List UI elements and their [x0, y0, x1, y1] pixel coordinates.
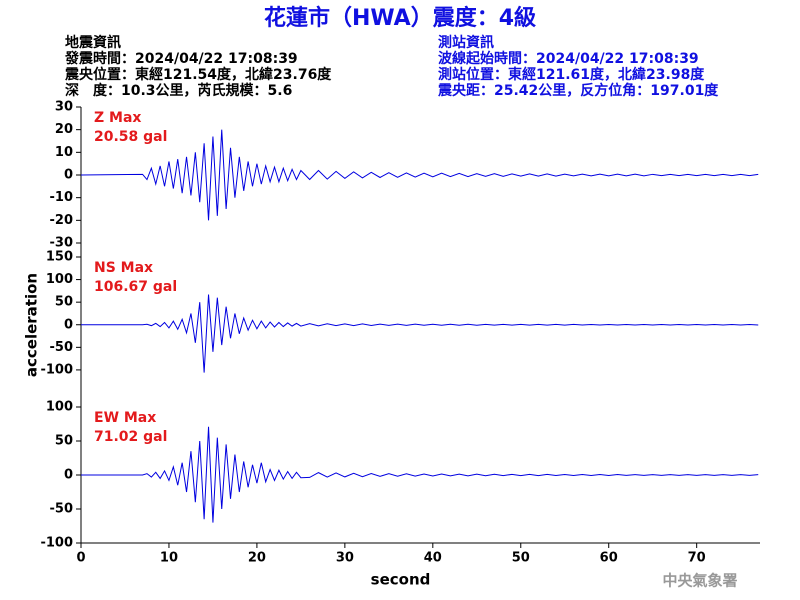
event-info: 發震時間：2024/04/22 17:08:39: [64, 50, 298, 67]
max-annotation: NS Max: [94, 260, 153, 276]
waveform: [81, 426, 759, 523]
max-annotation: 106.67 gal: [94, 279, 177, 295]
x-axis-label: second: [371, 571, 431, 589]
station-info: 測站位置：東經121.61度，北緯23.98度: [438, 66, 705, 83]
y-tick-label: -50: [50, 340, 74, 355]
event-info: 深 度：10.3公里，芮氏規模：5.6: [65, 82, 292, 99]
y-tick-label: -50: [50, 502, 74, 517]
y-axis-label: acceleration: [23, 273, 41, 377]
station-info: 震央距：25.42公里，反方位角：197.01度: [437, 82, 719, 99]
y-tick-label: -30: [50, 236, 74, 251]
x-tick-label: 20: [248, 551, 266, 566]
station-info: 測站資訊: [438, 34, 494, 51]
max-annotation: 71.02 gal: [94, 429, 167, 445]
y-tick-label: 0: [64, 168, 73, 183]
y-tick-label: 0: [64, 317, 73, 332]
x-tick-label: 70: [688, 551, 706, 566]
y-tick-label: -100: [40, 362, 73, 377]
event-info: 地震資訊: [65, 34, 121, 51]
x-tick-label: 0: [76, 551, 85, 566]
event-info: 震央位置：東經121.54度，北緯23.76度: [64, 66, 332, 83]
y-tick-label: 100: [46, 272, 73, 287]
x-tick-label: 40: [424, 551, 442, 566]
y-tick-label: -20: [50, 213, 74, 228]
x-tick-label: 50: [512, 551, 530, 566]
y-tick-label: -100: [40, 536, 73, 551]
y-tick-label: 20: [55, 122, 73, 137]
x-tick-label: 30: [336, 551, 354, 566]
waveform: [80, 129, 759, 221]
max-annotation: 20.58 gal: [94, 129, 167, 145]
footer: 中央氣象署: [662, 572, 737, 590]
y-tick-label: -10: [50, 190, 74, 205]
waveform: [81, 294, 759, 373]
title: 花蓮市（HWA）震度：4級: [264, 5, 536, 31]
y-tick-label: 10: [55, 145, 73, 160]
y-tick-label: 150: [46, 250, 73, 265]
y-tick-label: 50: [55, 434, 73, 449]
y-tick-label: 100: [46, 400, 73, 415]
x-tick-label: 10: [160, 551, 178, 566]
y-tick-label: 50: [55, 295, 73, 310]
station-info: 波線起始時間：2024/04/22 17:08:39: [438, 50, 699, 67]
y-tick-label: 30: [55, 100, 73, 115]
y-tick-label: 0: [64, 468, 73, 483]
x-tick-label: 60: [600, 551, 618, 566]
max-annotation: Z Max: [94, 110, 141, 126]
max-annotation: EW Max: [94, 410, 156, 426]
